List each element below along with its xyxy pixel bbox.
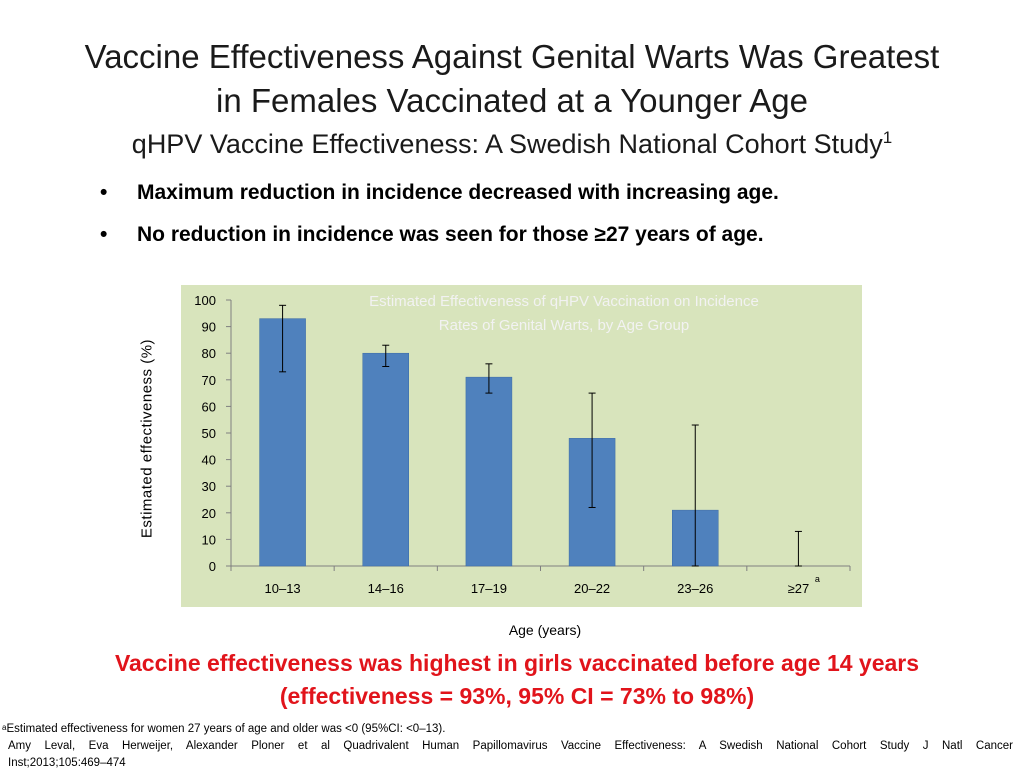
y-tick-label: 10 <box>202 532 216 547</box>
bullet-text: No reduction in incidence was seen for t… <box>137 223 764 246</box>
y-tick-label: 20 <box>202 506 216 521</box>
x-tick-label: 20–22 <box>574 581 610 596</box>
y-tick-label: 100 <box>194 293 216 308</box>
x-tick-label: 10–13 <box>265 581 301 596</box>
y-axis-label: Estimated effectiveness (%) <box>138 338 156 539</box>
y-tick-label: 50 <box>202 426 216 441</box>
subtitle-text: qHPV Vaccine Effectiveness: A Swedish Na… <box>131 129 883 159</box>
slide-title-line-1: Vaccine Effectiveness Against Genital Wa… <box>84 38 940 75</box>
bar <box>465 376 513 567</box>
slide-subtitle: qHPV Vaccine Effectiveness: A Swedish Na… <box>0 128 1024 160</box>
chart-title-line: Rates of Genital Warts, by Age Group <box>439 317 689 334</box>
x-tick-label: 17–19 <box>471 581 507 596</box>
x-tick-label: ≥27 <box>788 581 810 596</box>
y-tick-label: 30 <box>202 479 216 494</box>
footnote-a: aEstimated effectiveness for women 27 ye… <box>2 723 445 735</box>
bullet-text: Maximum reduction in incidence decreased… <box>137 181 779 204</box>
footnote-a-text: Estimated effectiveness for women 27 yea… <box>6 723 446 735</box>
x-tick-label: 23–26 <box>677 581 713 596</box>
y-tick-label: 80 <box>202 346 216 361</box>
x-tick-label: 14–16 <box>368 581 404 596</box>
bullet-marker: • <box>100 181 108 204</box>
chart-title-line: Estimated Effectiveness of qHPV Vaccinat… <box>369 293 759 310</box>
footnote-a-marker: a <box>2 723 7 732</box>
y-tick-label: 0 <box>209 559 216 574</box>
citation-line-1: Amy Leval, Eva Herweijer, Alexander Plon… <box>8 740 1013 752</box>
slide-title-line-2: in Females Vaccinated at a Younger Age <box>216 82 808 119</box>
y-tick-label: 60 <box>202 399 216 414</box>
y-tick-label: 90 <box>202 320 216 335</box>
bar <box>259 318 306 567</box>
conclusion-line-1: Vaccine effectiveness was highest in gir… <box>114 650 920 676</box>
citation-line-2: Inst;2013;105:469–474 <box>8 757 126 769</box>
subtitle-reference-superscript: 1 <box>882 128 893 147</box>
bar <box>362 352 409 567</box>
x-tick-label-note: a <box>815 574 820 584</box>
y-tick-label: 70 <box>202 373 216 388</box>
conclusion-line-2: (effectiveness = 93%, 95% CI = 73% to 98… <box>279 683 755 709</box>
bullet-marker: • <box>100 223 108 246</box>
y-tick-label: 40 <box>202 453 216 468</box>
x-axis-label: Age (years) <box>508 622 582 638</box>
